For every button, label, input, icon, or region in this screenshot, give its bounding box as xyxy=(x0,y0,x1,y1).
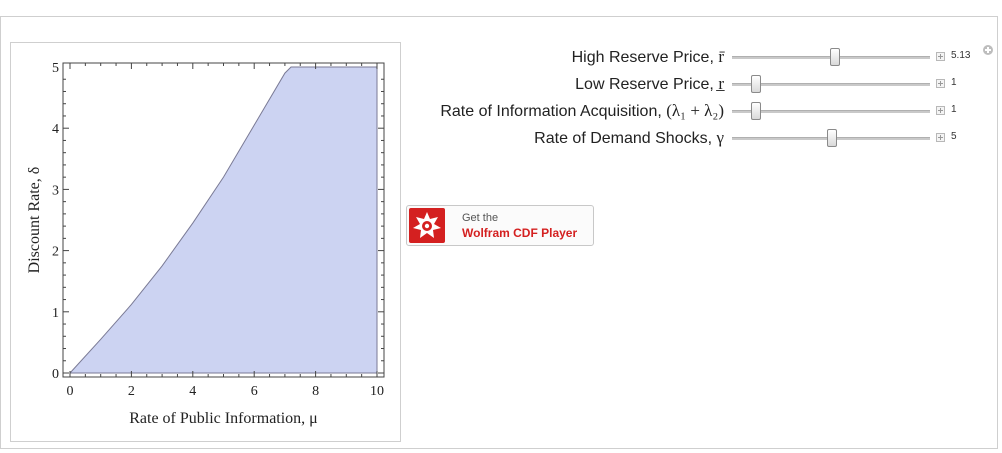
y-tick-label: 4 xyxy=(52,122,59,137)
x-tick-label: 8 xyxy=(312,384,319,399)
x-tick-label: 2 xyxy=(128,384,135,399)
expand-plus-icon[interactable] xyxy=(936,133,945,142)
x-tick-label: 10 xyxy=(370,384,384,399)
control-value: 1 xyxy=(951,77,957,88)
control-value: 5 xyxy=(951,131,957,142)
control-row: High Reserve Price, r̄ 5.13 xyxy=(0,45,1002,69)
y-axis-label: Discount Rate, δ xyxy=(26,167,43,274)
control-label: Low Reserve Price, r̲ xyxy=(575,74,724,94)
cdf-get-label: Get the xyxy=(462,212,499,224)
control-symbol: r̄ xyxy=(718,47,724,66)
control-label-text: Low Reserve Price, xyxy=(575,76,719,93)
control-symbol: r̲ xyxy=(718,74,724,93)
x-axis-label: Rate of Public Information, μ xyxy=(129,410,318,427)
slider-track[interactable] xyxy=(732,83,930,86)
slider-thumb[interactable] xyxy=(750,75,761,93)
control-symbol: (λ₁ + λ₂) xyxy=(666,101,724,120)
control-label: Rate of Information Acquisition, (λ₁ + λ… xyxy=(440,101,724,121)
expand-plus-icon[interactable] xyxy=(936,52,945,61)
plus-icon[interactable] xyxy=(983,45,993,55)
control-label: High Reserve Price, r̄ xyxy=(572,47,724,67)
control-label: Rate of Demand Shocks, γ xyxy=(534,128,724,148)
y-tick-label: 3 xyxy=(52,183,59,198)
x-tick-label: 4 xyxy=(189,384,196,399)
cdf-logo-icon xyxy=(409,208,445,243)
control-row: Low Reserve Price, r̲ 1 xyxy=(0,72,1002,96)
cdf-player-badge[interactable]: Get the Wolfram CDF Player xyxy=(406,205,594,246)
x-tick-label: 0 xyxy=(67,384,74,399)
y-tick-label: 5 xyxy=(52,61,59,76)
control-label-text: High Reserve Price, xyxy=(571,49,719,66)
expand-plus-icon[interactable] xyxy=(936,79,945,88)
x-tick-label: 6 xyxy=(251,384,258,399)
slider-thumb[interactable] xyxy=(826,129,837,147)
control-value: 5.13 xyxy=(951,50,971,61)
y-tick-label: 2 xyxy=(52,245,59,260)
control-value: 1 xyxy=(951,104,957,115)
slider-track[interactable] xyxy=(732,110,930,113)
y-tick-label: 1 xyxy=(52,306,59,321)
expand-plus-icon[interactable] xyxy=(936,106,945,115)
region-boundary xyxy=(69,66,378,374)
control-label-text: Rate of Information Acquisition, xyxy=(440,103,667,120)
control-row: Rate of Demand Shocks, γ 5 xyxy=(0,126,1002,150)
feasible-region xyxy=(70,67,377,373)
plot-panel: 0 2 4 6 8 10 0 1 2 3 4 5 Rate of Public Information,… xyxy=(10,42,401,442)
region-plot: 0 2 4 6 8 10 0 1 2 3 4 5 Rate of Public Information,… xyxy=(26,61,385,427)
cdf-player-name: Wolfram CDF Player xyxy=(462,226,578,240)
y-tick-label: 0 xyxy=(52,367,59,382)
slider-thumb[interactable] xyxy=(750,102,761,120)
control-symbol: γ xyxy=(716,128,724,147)
control-label-text: Rate of Demand Shocks, xyxy=(534,130,717,147)
control-row: Rate of Information Acquisition, (λ₁ + λ… xyxy=(0,99,1002,123)
slider-thumb[interactable] xyxy=(829,48,840,66)
